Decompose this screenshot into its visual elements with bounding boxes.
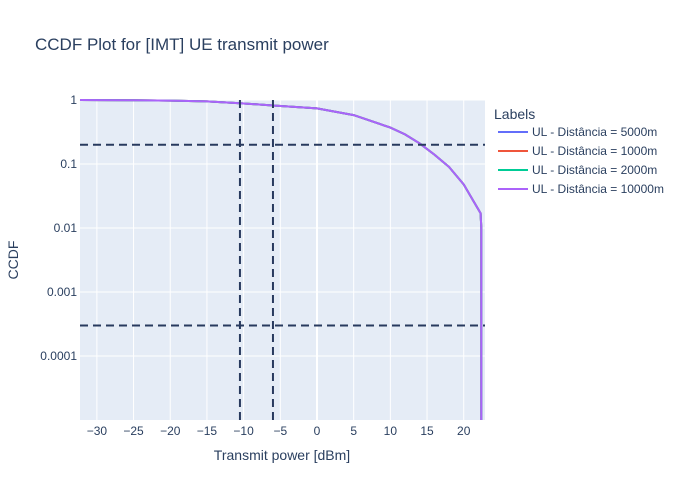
grid-lines <box>80 99 485 420</box>
legend-label: UL - Distância = 10000m <box>532 182 664 196</box>
x-tick-label: 10 <box>384 424 398 438</box>
x-tick-label: 5 <box>350 424 357 438</box>
chart-title: CCDF Plot for [IMT] UE transmit power <box>35 35 329 54</box>
legend-items: UL - Distância = 5000m UL - Distância = 1… <box>498 125 664 196</box>
x-tick-label: 15 <box>420 424 434 438</box>
plot-area <box>80 100 485 420</box>
legend-label: UL - Distância = 5000m <box>532 125 657 139</box>
x-tick-label: 20 <box>457 424 471 438</box>
legend-item[interactable]: UL - Distância = 5000m <box>498 125 657 139</box>
y-tick-label: 0.0001 <box>40 349 77 363</box>
y-axis-ticks: 1 0.1 0.01 0.001 0.0001 <box>40 93 77 363</box>
legend-label: UL - Distância = 1000m <box>532 144 657 158</box>
legend-item[interactable]: UL - Distância = 10000m <box>498 182 664 196</box>
x-tick-label: −15 <box>197 424 218 438</box>
x-tick-label: −5 <box>273 424 287 438</box>
legend-item[interactable]: UL - Distância = 2000m <box>498 163 657 177</box>
legend-item[interactable]: UL - Distância = 1000m <box>498 144 657 158</box>
x-tick-label: −20 <box>160 424 181 438</box>
reference-lines <box>80 100 485 420</box>
series-layer <box>79 99 483 420</box>
y-tick-label: 0.1 <box>60 157 77 171</box>
series-line <box>79 99 483 420</box>
y-tick-label: 1 <box>70 93 77 107</box>
legend-label: UL - Distância = 2000m <box>532 163 657 177</box>
x-axis-title: Transmit power [dBm] <box>214 447 350 463</box>
y-axis-title: CCDF <box>5 241 21 280</box>
x-axis-ticks: −30 −25 −20 −15 −10 −5 0 5 10 15 20 <box>87 424 471 438</box>
y-tick-label: 0.01 <box>54 221 78 235</box>
x-tick-label: −10 <box>233 424 254 438</box>
x-tick-label: −25 <box>123 424 144 438</box>
y-tick-label: 0.001 <box>47 285 77 299</box>
legend-title: Labels <box>494 106 535 122</box>
x-tick-label: −30 <box>87 424 108 438</box>
x-tick-label: 0 <box>314 424 321 438</box>
